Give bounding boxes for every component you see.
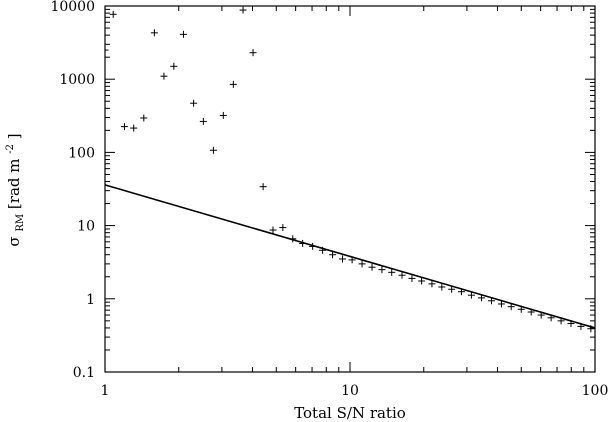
scatter-point [130, 124, 138, 132]
scatter-point [259, 183, 267, 191]
y-axis-label-unit-prefix: [rad m [5, 159, 23, 210]
scatter-point [170, 62, 178, 70]
scatter-point [219, 111, 227, 119]
scatter-point [368, 263, 376, 271]
y-tick-label: 100 [68, 145, 95, 161]
scatter-point [567, 319, 575, 327]
scatter-point [477, 294, 485, 302]
scatter-point [150, 29, 158, 37]
scatter-point [239, 6, 247, 14]
y-axis-label-unit-exponent: -2 [5, 144, 16, 154]
tick-labels-layer: 0.1 1 10 100 1000 10000 1 10 100 [50, 0, 608, 399]
scatter-point [587, 325, 595, 333]
scatter-point [467, 291, 475, 299]
scatter-points-layer [104, 6, 595, 333]
scatter-point [507, 303, 515, 311]
x-tick-label: 100 [582, 383, 608, 399]
scatter-point [527, 308, 535, 316]
scatter-point [269, 226, 277, 234]
scatter-point [329, 251, 337, 259]
y-tick-label: 1 [86, 292, 95, 308]
scatter-point [190, 99, 198, 107]
scatter-point [289, 235, 297, 243]
y-axis-label: σ RM [rad m -2 ] [0, 133, 27, 246]
scatter-point [487, 297, 495, 305]
scatter-point [179, 30, 187, 38]
scatter-point [517, 305, 525, 313]
scatter-point [428, 280, 436, 288]
scatter-point [279, 224, 287, 232]
y-tick-label: 1000 [59, 72, 95, 88]
scatter-point [299, 239, 307, 247]
y-axis-label-symbol: σ [5, 236, 23, 246]
scatter-point [109, 10, 117, 18]
scatter-point [398, 271, 406, 279]
fit-line-layer [104, 184, 596, 329]
scatter-point [339, 255, 347, 263]
scatter-point [448, 285, 456, 293]
scatter-point [378, 266, 386, 274]
y-tick-label: 10000 [50, 0, 95, 15]
scatter-point [229, 80, 237, 88]
scatter-point [199, 117, 207, 125]
scatter-point [209, 146, 217, 154]
scatter-point [537, 311, 545, 319]
x-axis-label: Total S/N ratio [294, 404, 406, 422]
scatter-point [140, 114, 148, 122]
ticks-layer [104, 5, 596, 373]
scatter-point [319, 246, 327, 254]
scatter-point [388, 268, 396, 276]
y-tick-label: 10 [77, 219, 95, 235]
x-tick-label: 1 [101, 383, 110, 399]
scatter-point [358, 260, 366, 268]
scatter-point [557, 317, 565, 325]
scatter-point [438, 283, 446, 291]
x-tick-label: 10 [341, 383, 359, 399]
scatter-point [547, 314, 555, 322]
scatter-point [577, 322, 585, 330]
scatter-point [249, 49, 257, 57]
scatter-point [160, 72, 168, 80]
plot-frame [104, 5, 596, 373]
y-axis-label-unit-suffix: ] [5, 133, 23, 139]
scatter-point [497, 300, 505, 308]
scatter-point [120, 123, 128, 131]
scatter-point [418, 277, 426, 285]
scatter-point [408, 274, 416, 282]
scatter-point [348, 256, 356, 264]
fit-line [104, 184, 596, 329]
y-axis-label-subscript: RM [15, 214, 26, 232]
scatter-point [457, 288, 465, 296]
scatter-point [309, 242, 317, 250]
y-tick-label: 0.1 [73, 365, 95, 381]
